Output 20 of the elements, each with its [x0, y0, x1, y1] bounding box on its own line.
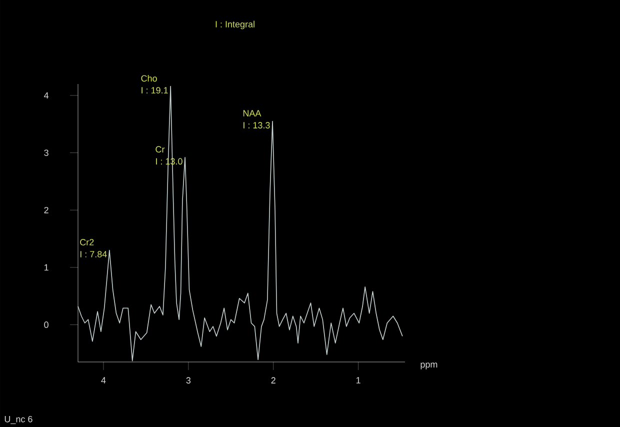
- annotation: I : 19.1: [142, 87, 168, 94]
- text: U_nc 6: [4, 416, 32, 424]
- x-tick-label: 3: [186, 377, 191, 384]
- annotation: Cr2: [80, 239, 94, 246]
- y-tick-label: 4: [44, 92, 49, 99]
- y-tick-label: 0: [44, 322, 48, 328]
- annotation: Cho: [141, 74, 157, 82]
- y-tick-label: 1: [44, 264, 48, 271]
- chart-title: I : Integral: [216, 20, 254, 30]
- annotation: NAA: [243, 110, 262, 116]
- annotation: Cr: [156, 146, 165, 153]
- annotation: I : 7.84: [80, 251, 107, 258]
- x-axis-title: ppm: [420, 362, 438, 370]
- y-tick-label: 3: [44, 150, 48, 156]
- annotation: I : 13.3: [244, 122, 270, 128]
- y-tick-label: 2: [44, 206, 48, 214]
- line-series: [78, 86, 403, 362]
- x-tick-label: 4: [101, 377, 106, 384]
- x-tick-label: 2: [271, 377, 276, 384]
- x-tick-label: 1: [356, 377, 360, 384]
